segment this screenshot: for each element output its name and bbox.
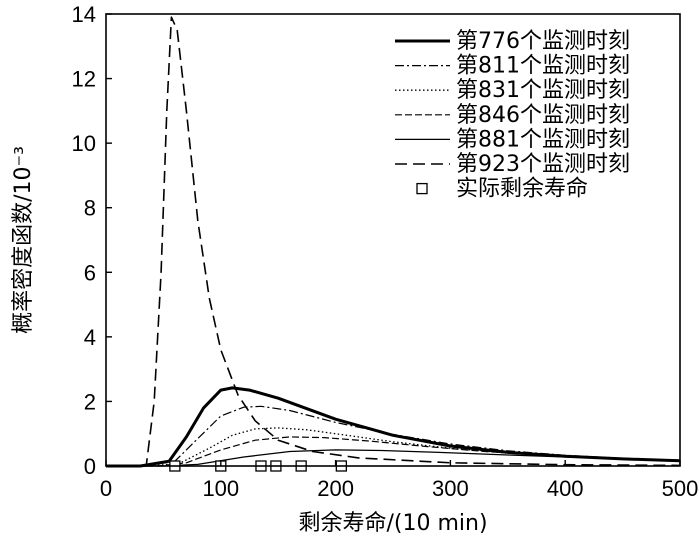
series-line-4 [106,436,681,467]
legend-marker-square [416,182,428,195]
series-line-5 [106,449,681,467]
legend-label-3: 第831个监测时刻 [456,78,630,103]
y-tick-label: 8 [84,196,96,221]
x-tick-label: 100 [202,476,239,501]
x-tick-label: 400 [547,476,584,501]
y-tick-label: 6 [84,260,96,285]
tick-group: 0 100 200 300 400 500 0 2 4 6 8 10 12 14 [72,2,699,501]
x-tick-label: 300 [432,476,469,501]
legend-label-6: 第923个监测时刻 [456,152,630,177]
y-tick-label: 14 [72,2,96,27]
y-tick-label: 0 [84,454,96,479]
x-axis-title: 剩余寿命/(10 min) [298,511,487,536]
y-tick-label: 12 [72,67,96,92]
y-tick-label: 2 [84,389,96,414]
y-tick-label: 4 [84,325,96,350]
legend-label-4: 第846个监测时刻 [456,103,630,128]
x-tick-label: 0 [100,476,112,501]
x-tick-label: 500 [662,476,699,501]
y-tick-label: 10 [72,131,96,156]
x-tick-label: 200 [317,476,354,501]
y-axis-title: 概率密度函数/10⁻³ [11,146,36,334]
axes-frame [105,13,681,467]
legend-label-1: 第776个监测时刻 [456,29,630,54]
series-line-2 [106,405,681,467]
series-line-6 [106,16,681,467]
series-line-3 [106,427,681,467]
legend-label-5: 第881个监测时刻 [456,127,630,152]
legend-label-2: 第811个监测时刻 [456,54,630,79]
curve-group [106,16,681,468]
series-line-1 [106,386,681,468]
legend: 第776个监测时刻第811个监测时刻第831个监测时刻第846个监测时刻第881… [395,29,630,202]
legend-label-actual-rul: 实际剩余寿命 [456,177,588,202]
